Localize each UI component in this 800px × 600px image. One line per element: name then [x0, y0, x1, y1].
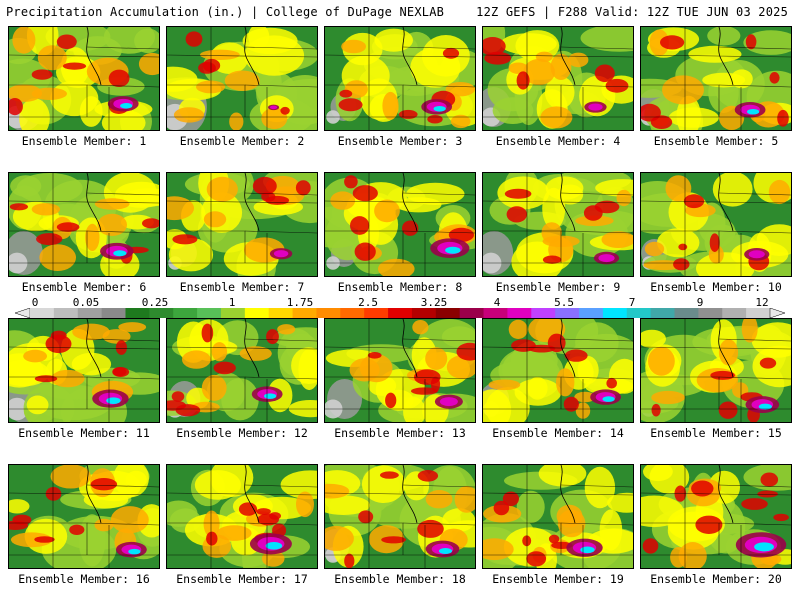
ensemble-member-map	[8, 172, 160, 277]
colorbar-swatch	[435, 308, 461, 318]
colorbar-swatch	[340, 308, 365, 318]
ensemble-member-label: Ensemble Member: 6	[21, 280, 147, 294]
ensemble-member-map	[8, 26, 160, 131]
colorbar-swatch	[125, 308, 150, 318]
ensemble-member-map	[640, 464, 792, 569]
ensemble-member-map	[482, 26, 634, 131]
ensemble-member-label: Ensemble Member: 10	[650, 280, 782, 294]
colorbar-swatch	[722, 308, 747, 318]
map-title: Precipitation Accumulation (in.) | Colle…	[6, 5, 445, 19]
colorbar-tick-label: 1.75	[286, 296, 314, 309]
ensemble-member-map	[166, 464, 318, 569]
colorbar-swatch	[579, 308, 604, 318]
ensemble-member-label: Ensemble Member: 15	[650, 426, 782, 440]
ensemble-member-label: Ensemble Member: 20	[650, 572, 782, 586]
colorbar-swatch	[411, 308, 437, 318]
colorbar-swatch	[149, 308, 174, 318]
colorbar-swatch	[626, 308, 652, 318]
ensemble-member-map	[482, 464, 634, 569]
precip-colorbar	[15, 308, 785, 318]
ensemble-member-label: Ensemble Member: 18	[334, 572, 466, 586]
ensemble-member-label: Ensemble Member: 1	[21, 134, 147, 148]
colorbar-tick-label: 1	[228, 296, 236, 309]
colorbar-tick-label: 0.25	[141, 296, 169, 309]
colorbar-swatch	[364, 308, 389, 318]
colorbar-tick-label: 4	[493, 296, 501, 309]
ensemble-member-label: Ensemble Member: 16	[18, 572, 150, 586]
colorbar-swatch	[77, 308, 103, 318]
ensemble-member-label: Ensemble Member: 9	[495, 280, 621, 294]
ensemble-member-map	[640, 26, 792, 131]
colorbar-tick-label: 5.5	[554, 296, 574, 309]
ensemble-member-map	[324, 318, 476, 423]
ensemble-member-label: Ensemble Member: 13	[334, 426, 466, 440]
ensemble-member-map	[640, 318, 792, 423]
colorbar-swatch	[459, 308, 485, 318]
colorbar-swatch	[101, 308, 126, 318]
colorbar-swatch	[602, 308, 628, 318]
colorbar-swatch	[746, 308, 771, 318]
colorbar-tick-label: 3.25	[420, 296, 448, 309]
ensemble-member-label: Ensemble Member: 3	[337, 134, 463, 148]
colorbar-swatch	[30, 308, 55, 318]
colorbar-swatch	[268, 308, 294, 318]
colorbar-swatch	[507, 308, 532, 318]
colorbar-swatch	[292, 308, 317, 318]
ensemble-member-label: Ensemble Member: 19	[492, 572, 624, 586]
ensemble-member-map	[166, 172, 318, 277]
colorbar-right-arrow	[769, 308, 785, 318]
ensemble-member-map	[166, 318, 318, 423]
ensemble-member-label: Ensemble Member: 14	[492, 426, 624, 440]
ensemble-member-label: Ensemble Member: 5	[653, 134, 779, 148]
ensemble-member-map	[482, 318, 634, 423]
ensemble-member-map	[166, 26, 318, 131]
colorbar-tick-label: 12	[755, 296, 769, 309]
ensemble-member-map	[8, 464, 160, 569]
colorbar-swatch	[197, 308, 222, 318]
colorbar-swatch	[53, 308, 79, 318]
colorbar-swatch	[674, 308, 699, 318]
ensemble-member-label: Ensemble Member: 7	[179, 280, 305, 294]
ensemble-member-label: Ensemble Member: 8	[337, 280, 463, 294]
ensemble-member-map	[640, 172, 792, 277]
colorbar-swatch	[220, 308, 246, 318]
ensemble-member-map	[324, 172, 476, 277]
colorbar-tick-label: 0	[31, 296, 39, 309]
colorbar-tick-label: 9	[696, 296, 704, 309]
colorbar-swatch	[698, 308, 723, 318]
colorbar-tick-label: 0.05	[72, 296, 100, 309]
ensemble-member-map	[324, 26, 476, 131]
colorbar-left-arrow	[15, 308, 31, 318]
colorbar-swatch	[388, 308, 413, 318]
colorbar-swatch	[650, 308, 676, 318]
colorbar-swatch	[531, 308, 556, 318]
ensemble-member-label: Ensemble Member: 11	[18, 426, 150, 440]
ensemble-member-map	[8, 318, 160, 423]
ensemble-member-map	[324, 464, 476, 569]
colorbar-swatch	[173, 308, 198, 318]
ensemble-member-label: Ensemble Member: 17	[176, 572, 308, 586]
ensemble-member-map	[482, 172, 634, 277]
colorbar-swatch	[316, 308, 341, 318]
ensemble-member-label: Ensemble Member: 12	[176, 426, 308, 440]
ensemble-member-label: Ensemble Member: 2	[179, 134, 305, 148]
colorbar-swatch	[244, 308, 270, 318]
ensemble-member-label: Ensemble Member: 4	[495, 134, 621, 148]
colorbar-tick-label: 2.5	[358, 296, 378, 309]
colorbar-tick-label: 7	[628, 296, 636, 309]
colorbar-swatch	[483, 308, 508, 318]
colorbar-swatch	[555, 308, 580, 318]
run-valid-time: 12Z GEFS | F288 Valid: 12Z TUE JUN 03 20…	[476, 5, 788, 19]
